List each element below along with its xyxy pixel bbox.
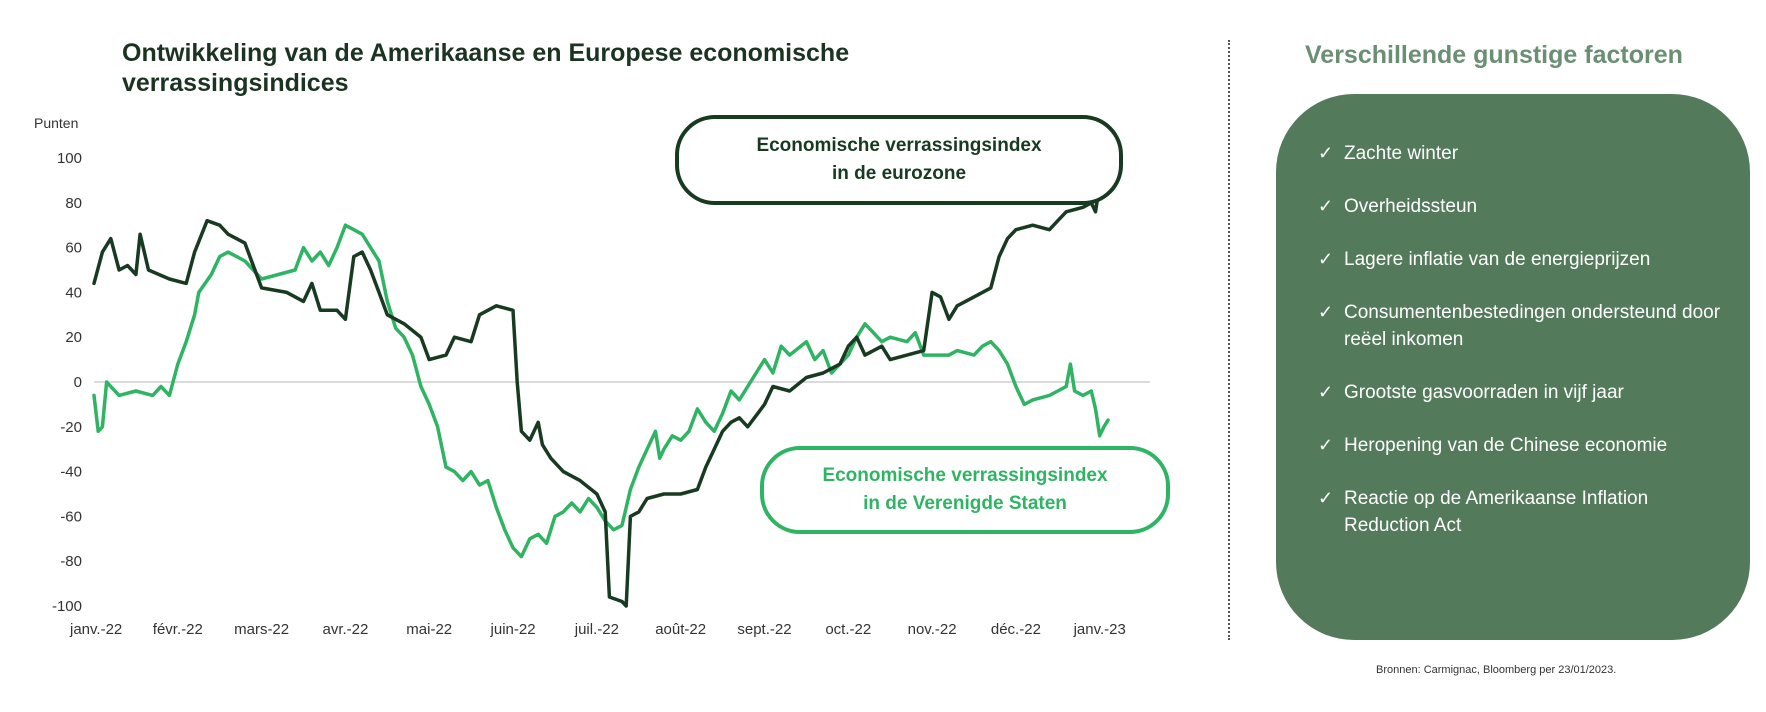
factor-label: Heropening van de Chinese economie [1344,435,1668,456]
factors-list: ✓ Zachte winter ✓ Overheidssteun ✓ Lagere i… [1314,140,1734,565]
x-tick-label: mars-22 [234,621,289,638]
checkmark-icon: ✓ [1318,488,1334,508]
checkmark-icon: ✓ [1318,382,1334,402]
factor-item: ✓ Reactie op de Amerikaanse Inflation Red… [1314,485,1734,539]
factor-label: Reactie op de Amerikaanse Inflation Redu… [1344,488,1649,536]
factors-panel: ✓ Zachte winter ✓ Overheidssteun ✓ Lagere i… [1276,94,1750,640]
us-series-callout: Economische verrassingsindex in de Veren… [760,446,1170,534]
x-tick-label: mai-22 [406,621,452,638]
eurozone-callout-line-1: Economische verrassingsindex [756,135,1042,156]
section-divider [1228,40,1230,640]
factor-item: ✓ Heropening van de Chinese economie [1314,432,1734,459]
x-tick-label: oct.-22 [825,621,871,638]
y-tick-label: 40 [65,284,82,301]
factor-label: Overheidssteun [1344,196,1478,217]
y-tick-label: -20 [60,419,82,436]
checkmark-icon: ✓ [1318,249,1334,269]
source-note: Bronnen: Carmignac, Bloomberg per 23/01/… [1376,664,1617,676]
y-tick-label: -60 [60,508,82,525]
checkmark-icon: ✓ [1318,435,1334,455]
factor-item: ✓ Grootste gasvoorraden in vijf jaar [1314,379,1734,406]
chart-title: Ontwikkeling van de Amerikaanse en Europ… [122,39,850,97]
factor-label: Zachte winter [1344,143,1459,164]
us-series-line [92,223,1110,559]
eurozone-series-callout: Economische verrassingsindex in de euroz… [675,115,1123,205]
y-tick-label: -100 [52,598,82,615]
factor-label: Consumentenbestedingen ondersteund door … [1344,302,1721,350]
x-tick-label: août-22 [655,621,706,638]
x-tick-label: janv.-23 [1073,621,1126,638]
factor-label: Lagere inflatie van de energieprijzen [1344,249,1651,270]
factor-label: Grootste gasvoorraden in vijf jaar [1344,382,1624,403]
y-tick-label: 0 [74,374,82,391]
x-tick-label: nov.-22 [908,621,957,638]
x-tick-label: avr.-22 [322,621,368,638]
x-tick-label: janv.-22 [69,621,122,638]
y-tick-label: -80 [60,553,82,570]
eurozone-series-line [92,183,1110,608]
y-tick-label: 100 [57,150,82,167]
checkmark-icon: ✓ [1318,143,1334,163]
y-tick-label: 80 [65,195,82,212]
x-tick-label: juin-22 [490,621,536,638]
checkmark-icon: ✓ [1318,196,1334,216]
factor-item: ✓ Zachte winter [1314,140,1734,167]
y-axis-label: Punten [34,115,78,131]
y-tick-label: -40 [60,464,82,481]
eurozone-callout-line-2: in de eurozone [831,163,967,184]
x-tick-label: déc.-22 [991,621,1041,638]
x-tick-label: févr.-22 [153,621,203,638]
checkmark-icon: ✓ [1318,302,1334,322]
factor-item: ✓ Consumentenbestedingen ondersteund door… [1314,299,1734,353]
us-callout-line-2: in de Verenigde Staten [863,493,1067,514]
us-callout-line-1: Economische verrassingsindex [822,465,1108,486]
line-chart: Punten 100 80 60 40 20 0 -20 -40 -60 -80 -100 janv… [34,115,1150,638]
y-tick-label: 60 [65,240,82,257]
factors-panel-title: Verschillende gunstige factoren [1305,41,1683,69]
factor-item: ✓ Overheidssteun [1314,193,1734,220]
x-tick-label: sept.-22 [737,621,791,638]
x-tick-label: juil.-22 [574,621,619,638]
y-tick-label: 20 [65,329,82,346]
factor-item: ✓ Lagere inflatie van de energieprijzen [1314,246,1734,273]
